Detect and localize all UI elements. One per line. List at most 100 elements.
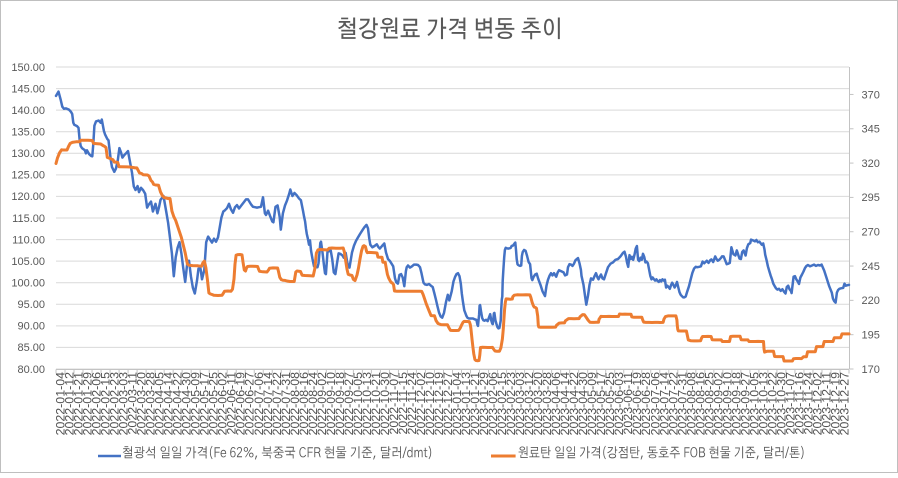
svg-text:245: 245 — [862, 261, 880, 273]
svg-text:2022-01-29: 2022-01-29 — [81, 372, 95, 435]
svg-text:2022-12-19: 2022-12-19 — [432, 372, 446, 435]
svg-text:2023-06-19: 2023-06-19 — [630, 372, 644, 435]
svg-text:2023-11-16: 2023-11-16 — [792, 372, 806, 435]
svg-text:2022-11-24: 2022-11-24 — [405, 372, 419, 435]
svg-text:2022-03-28: 2022-03-28 — [144, 372, 158, 435]
svg-text:2023-02-06: 2023-02-06 — [486, 372, 500, 435]
svg-text:220: 220 — [862, 295, 880, 307]
svg-text:2023-04-22: 2023-04-22 — [567, 372, 581, 435]
svg-text:2022-05-25: 2022-05-25 — [207, 372, 221, 435]
svg-text:2022-02-23: 2022-02-23 — [108, 372, 122, 435]
svg-text:2023-06-03: 2023-06-03 — [612, 372, 626, 435]
svg-text:2022-05-17: 2022-05-17 — [198, 372, 212, 435]
svg-text:170: 170 — [862, 364, 880, 376]
svg-text:90.00: 90.00 — [17, 321, 45, 333]
svg-text:2022-10-21: 2022-10-21 — [369, 372, 383, 435]
svg-text:2023-01-21: 2023-01-21 — [468, 372, 482, 435]
svg-text:2023-05-25: 2023-05-25 — [603, 372, 617, 435]
svg-text:2022-01-12: 2022-01-12 — [63, 372, 77, 435]
svg-text:370: 370 — [862, 89, 880, 101]
svg-text:2023-03-28: 2023-03-28 — [540, 372, 554, 435]
svg-text:80.00: 80.00 — [17, 364, 45, 376]
svg-text:2022-09-10: 2022-09-10 — [324, 372, 338, 435]
svg-text:2023-03-12: 2023-03-12 — [522, 372, 536, 435]
svg-text:2023-02-15: 2023-02-15 — [495, 372, 509, 435]
svg-text:2022-04-05: 2022-04-05 — [153, 372, 167, 435]
svg-text:345: 345 — [862, 124, 880, 136]
svg-text:2023-04-06: 2023-04-06 — [549, 372, 563, 435]
svg-text:2022-01-04: 2022-01-04 — [54, 372, 68, 435]
svg-text:270: 270 — [862, 227, 880, 239]
svg-text:2022-10-13: 2022-10-13 — [360, 372, 374, 435]
svg-text:2023-08-08: 2023-08-08 — [684, 372, 698, 435]
svg-text:2022-12-10: 2022-12-10 — [423, 372, 437, 435]
svg-text:2022-12-02: 2022-12-02 — [414, 372, 428, 435]
svg-text:2023-12-11: 2023-12-11 — [819, 372, 833, 435]
svg-text:2022-07-14: 2022-07-14 — [261, 372, 275, 435]
svg-text:115.00: 115.00 — [12, 213, 45, 225]
svg-text:2023-07-22: 2023-07-22 — [666, 372, 680, 435]
svg-text:2023-11-24: 2023-11-24 — [801, 372, 815, 435]
svg-text:2022-10-30: 2022-10-30 — [378, 372, 392, 435]
svg-text:2022-04-22: 2022-04-22 — [171, 372, 185, 435]
svg-text:2023-07-14: 2023-07-14 — [657, 372, 671, 435]
svg-text:110.00: 110.00 — [12, 234, 45, 246]
svg-text:125.00: 125.00 — [11, 170, 45, 182]
svg-text:2023-04-30: 2023-04-30 — [576, 372, 590, 435]
svg-text:2022-04-30: 2022-04-30 — [180, 372, 194, 435]
svg-text:2022-08-24: 2022-08-24 — [306, 372, 320, 435]
svg-text:2022-03-11: 2022-03-11 — [126, 372, 140, 435]
svg-text:2022-11-15: 2022-11-15 — [396, 372, 410, 435]
svg-text:2023-05-17: 2023-05-17 — [594, 372, 608, 435]
svg-text:2022-10-05: 2022-10-05 — [351, 372, 365, 435]
svg-text:2023-11-07: 2023-11-07 — [783, 372, 797, 435]
svg-text:2022-06-19: 2022-06-19 — [234, 372, 248, 435]
svg-text:2023-12-02: 2023-12-02 — [810, 372, 824, 435]
svg-text:2023-01-13: 2023-01-13 — [459, 372, 473, 435]
svg-text:2022-06-11: 2022-06-11 — [225, 372, 239, 435]
svg-text:2022-05-09: 2022-05-09 — [189, 372, 203, 435]
svg-text:2023-03-20: 2023-03-20 — [531, 372, 545, 435]
svg-text:100.00: 100.00 — [11, 278, 45, 290]
svg-text:320: 320 — [862, 158, 880, 170]
svg-text:120.00: 120.00 — [11, 191, 45, 203]
svg-text:2023-10-30: 2023-10-30 — [774, 372, 788, 435]
svg-text:2023-01-04: 2023-01-04 — [450, 372, 464, 435]
svg-text:2022-03-03: 2022-03-03 — [117, 372, 131, 435]
svg-text:2022-04-14: 2022-04-14 — [162, 372, 176, 435]
svg-text:2022-09-18: 2022-09-18 — [333, 372, 347, 435]
svg-text:2023-09-18: 2023-09-18 — [729, 372, 743, 435]
svg-text:2023-08-16: 2023-08-16 — [693, 372, 707, 435]
svg-text:2023-04-14: 2023-04-14 — [558, 372, 572, 435]
svg-text:2023-07-06: 2023-07-06 — [648, 372, 662, 435]
svg-text:105.00: 105.00 — [11, 256, 45, 268]
svg-text:2023-08-25: 2023-08-25 — [702, 372, 716, 435]
svg-text:140.00: 140.00 — [11, 105, 45, 117]
svg-text:2022-06-02: 2022-06-02 — [216, 372, 230, 435]
svg-text:130.00: 130.00 — [11, 148, 45, 160]
svg-text:2022-01-21: 2022-01-21 — [72, 372, 86, 435]
svg-text:2023-06-28: 2023-06-28 — [639, 372, 653, 435]
svg-text:2023-07-31: 2023-07-31 — [675, 372, 689, 435]
svg-text:2023-12-19: 2023-12-19 — [828, 372, 842, 435]
svg-text:85.00: 85.00 — [17, 342, 45, 354]
svg-text:2022-08-08: 2022-08-08 — [288, 372, 302, 435]
svg-text:150.00: 150.00 — [11, 62, 45, 74]
svg-text:2023-10-13: 2023-10-13 — [756, 372, 770, 435]
svg-text:2023-01-29: 2023-01-29 — [477, 372, 491, 435]
svg-text:2023-06-11: 2023-06-11 — [621, 372, 635, 435]
svg-text:295: 295 — [862, 192, 880, 204]
svg-text:2022-12-27: 2022-12-27 — [441, 372, 455, 435]
svg-text:2022-07-22: 2022-07-22 — [270, 372, 284, 435]
svg-text:2022-02-06: 2022-02-06 — [90, 372, 104, 435]
svg-text:195: 195 — [862, 329, 880, 341]
svg-text:95.00: 95.00 — [17, 299, 45, 311]
svg-text:2022-03-20: 2022-03-20 — [135, 372, 149, 435]
svg-text:2022-08-16: 2022-08-16 — [297, 372, 311, 435]
svg-text:2023-09-10: 2023-09-10 — [720, 372, 734, 435]
svg-text:145.00: 145.00 — [11, 83, 45, 95]
svg-text:2022-07-31: 2022-07-31 — [279, 372, 293, 435]
svg-text:2022-06-27: 2022-06-27 — [243, 372, 257, 435]
svg-text:2023-10-22: 2023-10-22 — [765, 372, 779, 435]
svg-text:2023-03-03: 2023-03-03 — [513, 372, 527, 435]
